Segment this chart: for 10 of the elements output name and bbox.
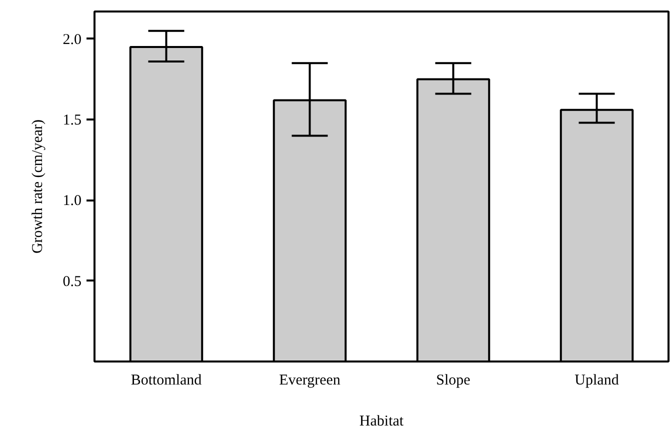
y-tick-label: 1.0 xyxy=(62,193,82,210)
x-tick-label: Evergreen xyxy=(279,372,341,388)
y-tick-label: 0.5 xyxy=(62,274,82,290)
y-axis-title: Growth rate (cm/year) xyxy=(30,119,46,254)
x-tick-label: Bottomland xyxy=(130,372,202,388)
x-axis-title: Habitat xyxy=(359,414,404,430)
y-tick-label: 1.5 xyxy=(62,112,82,129)
x-tick-label: Upland xyxy=(574,372,620,388)
y-tick-label: 2.0 xyxy=(62,32,82,48)
x-tick-label: Slope xyxy=(436,372,471,388)
